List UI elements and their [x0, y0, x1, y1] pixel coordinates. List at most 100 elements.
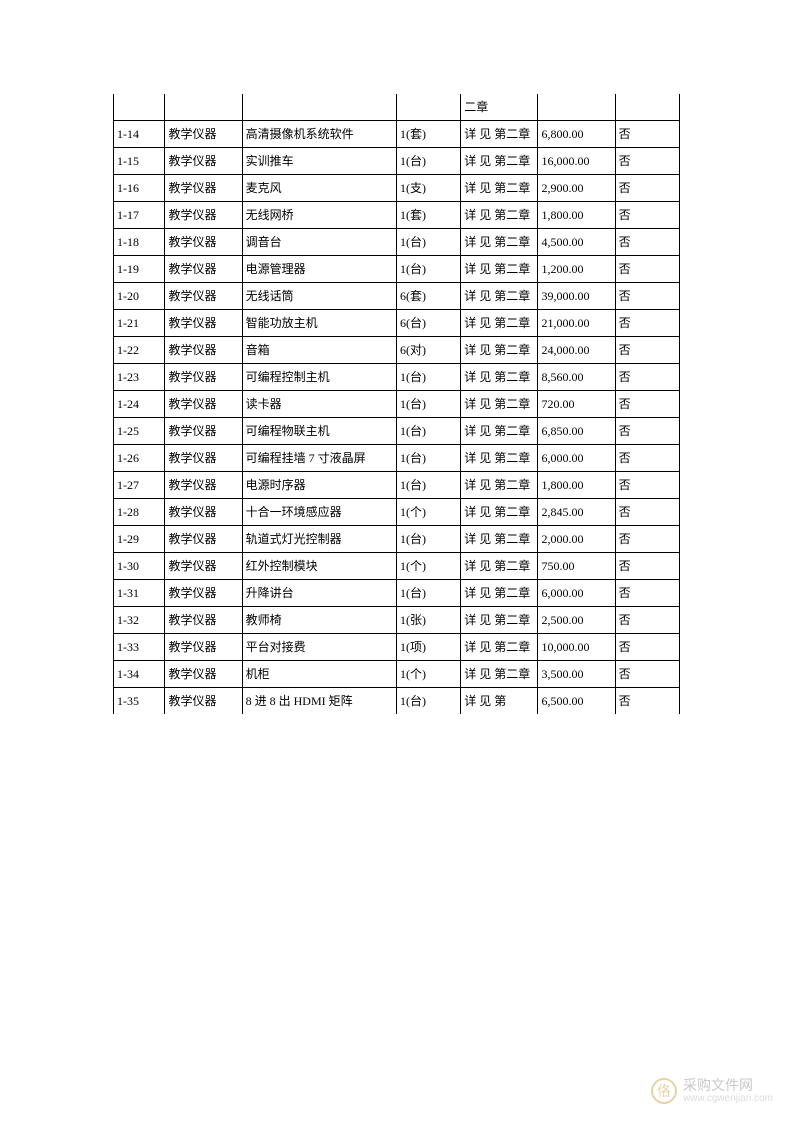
- table-cell: 6,850.00: [538, 418, 615, 445]
- table-cell: 24,000.00: [538, 337, 615, 364]
- table-cell: 1(个): [396, 661, 460, 688]
- table-cell: 1,800.00: [538, 472, 615, 499]
- table-cell: 详 见 第二章: [461, 580, 538, 607]
- table-cell: 1(台): [396, 229, 460, 256]
- table-cell: 平台对接费: [242, 634, 396, 661]
- table-cell: 6,500.00: [538, 688, 615, 715]
- table-cell: 否: [615, 472, 679, 499]
- table-cell: 1(台): [396, 472, 460, 499]
- table-row: 1-35教学仪器8 进 8 出 HDMI 矩阵1(台)详 见 第6,500.00…: [114, 688, 680, 715]
- table-cell: 1(台): [396, 580, 460, 607]
- table-cell: 1(台): [396, 391, 460, 418]
- table-cell: 智能功放主机: [242, 310, 396, 337]
- table-cell: 1-23: [114, 364, 165, 391]
- table-cell: 否: [615, 256, 679, 283]
- watermark-url: www.cgwenjian.com: [683, 1093, 773, 1104]
- table-cell: 详 见 第二章: [461, 256, 538, 283]
- table-row: 1-19教学仪器电源管理器1(台)详 见 第二章1,200.00否: [114, 256, 680, 283]
- table-cell: 1-32: [114, 607, 165, 634]
- table-cell: 1(台): [396, 418, 460, 445]
- table-cell: 1-34: [114, 661, 165, 688]
- table-cell: 教学仪器: [165, 310, 242, 337]
- table-cell: 1(支): [396, 175, 460, 202]
- table-cell: 否: [615, 553, 679, 580]
- table-cell: 教学仪器: [165, 364, 242, 391]
- table-cell: 否: [615, 148, 679, 175]
- table-cell: 轨道式灯光控制器: [242, 526, 396, 553]
- table-row: 1-15教学仪器实训推车1(台)详 见 第二章16,000.00否: [114, 148, 680, 175]
- table-cell: 否: [615, 364, 679, 391]
- table-cell: 教学仪器: [165, 688, 242, 715]
- table-row: 1-17教学仪器无线网桥1(套)详 见 第二章1,800.00否: [114, 202, 680, 229]
- table-cell: 否: [615, 391, 679, 418]
- table-row: 1-28教学仪器十合一环境感应器1(个)详 见 第二章2,845.00否: [114, 499, 680, 526]
- table-cell: 详 见 第二章: [461, 472, 538, 499]
- table-cell: 6(套): [396, 283, 460, 310]
- table-cell: 教学仪器: [165, 661, 242, 688]
- table-cell: 教学仪器: [165, 121, 242, 148]
- table-cell: 详 见 第二章: [461, 418, 538, 445]
- table-row: 1-33教学仪器平台对接费1(项)详 见 第二章10,000.00否: [114, 634, 680, 661]
- table-cell: 21,000.00: [538, 310, 615, 337]
- table-cell: 升降讲台: [242, 580, 396, 607]
- table-cell: 16,000.00: [538, 148, 615, 175]
- table-cell: 1-18: [114, 229, 165, 256]
- table-cell: 详 见 第二章: [461, 499, 538, 526]
- table-cell: 详 见 第二章: [461, 337, 538, 364]
- table-cell: 详 见 第二章: [461, 148, 538, 175]
- table-cell: 2,500.00: [538, 607, 615, 634]
- table-cell: 1-24: [114, 391, 165, 418]
- table-cell: 3,500.00: [538, 661, 615, 688]
- table-cell: 6(台): [396, 310, 460, 337]
- table-cell: 否: [615, 580, 679, 607]
- table-cell: 720.00: [538, 391, 615, 418]
- table-row: 1-16教学仪器麦克风1(支)详 见 第二章2,900.00否: [114, 175, 680, 202]
- table-cell: 二章: [461, 94, 538, 121]
- table-cell: 1-16: [114, 175, 165, 202]
- table-row: 1-29教学仪器轨道式灯光控制器1(台)详 见 第二章2,000.00否: [114, 526, 680, 553]
- table-cell: 详 见 第二章: [461, 607, 538, 634]
- table-body: 二章1-14教学仪器高清摄像机系统软件1(套)详 见 第二章6,800.00否1…: [114, 94, 680, 714]
- table-cell: 否: [615, 661, 679, 688]
- table-cell: 否: [615, 175, 679, 202]
- table-cell: 8,560.00: [538, 364, 615, 391]
- table-cell: [396, 94, 460, 121]
- table-cell: [114, 94, 165, 121]
- table-cell: 教学仪器: [165, 580, 242, 607]
- table-cell: 教学仪器: [165, 283, 242, 310]
- table-cell: 否: [615, 202, 679, 229]
- table-cell: 1,200.00: [538, 256, 615, 283]
- table-cell: 否: [615, 337, 679, 364]
- table-cell: 无线网桥: [242, 202, 396, 229]
- table-cell: 电源时序器: [242, 472, 396, 499]
- table-cell: 详 见 第: [461, 688, 538, 715]
- table-cell: 否: [615, 418, 679, 445]
- table-row: 1-34教学仪器机柜1(个)详 见 第二章3,500.00否: [114, 661, 680, 688]
- table-cell: 否: [615, 688, 679, 715]
- table-row: 1-26教学仪器可编程挂墙 7 寸液晶屏1(台)详 见 第二章6,000.00否: [114, 445, 680, 472]
- table-row: 1-24教学仪器读卡器1(台)详 见 第二章720.00否: [114, 391, 680, 418]
- table-cell: 机柜: [242, 661, 396, 688]
- table-cell: 教学仪器: [165, 445, 242, 472]
- table-cell: 教学仪器: [165, 175, 242, 202]
- table-cell: 无线话筒: [242, 283, 396, 310]
- table-cell: 1-14: [114, 121, 165, 148]
- table-cell: 教学仪器: [165, 418, 242, 445]
- table-cell: [165, 94, 242, 121]
- table-cell: 否: [615, 526, 679, 553]
- watermark: 佫 采购文件网 www.cgwenjian.com: [651, 1078, 773, 1104]
- page-container: 二章1-14教学仪器高清摄像机系统软件1(套)详 见 第二章6,800.00否1…: [0, 0, 793, 774]
- table-cell: 否: [615, 499, 679, 526]
- table-cell: 否: [615, 607, 679, 634]
- table-cell: 8 进 8 出 HDMI 矩阵: [242, 688, 396, 715]
- table-cell: 调音台: [242, 229, 396, 256]
- watermark-icon: 佫: [651, 1078, 677, 1104]
- table-cell: 教学仪器: [165, 607, 242, 634]
- table-cell: 6(对): [396, 337, 460, 364]
- table-cell: 详 见 第二章: [461, 634, 538, 661]
- table-cell: 可编程控制主机: [242, 364, 396, 391]
- table-cell: 详 见 第二章: [461, 553, 538, 580]
- table-cell: 教学仪器: [165, 229, 242, 256]
- table-cell: 教学仪器: [165, 526, 242, 553]
- table-cell: 否: [615, 310, 679, 337]
